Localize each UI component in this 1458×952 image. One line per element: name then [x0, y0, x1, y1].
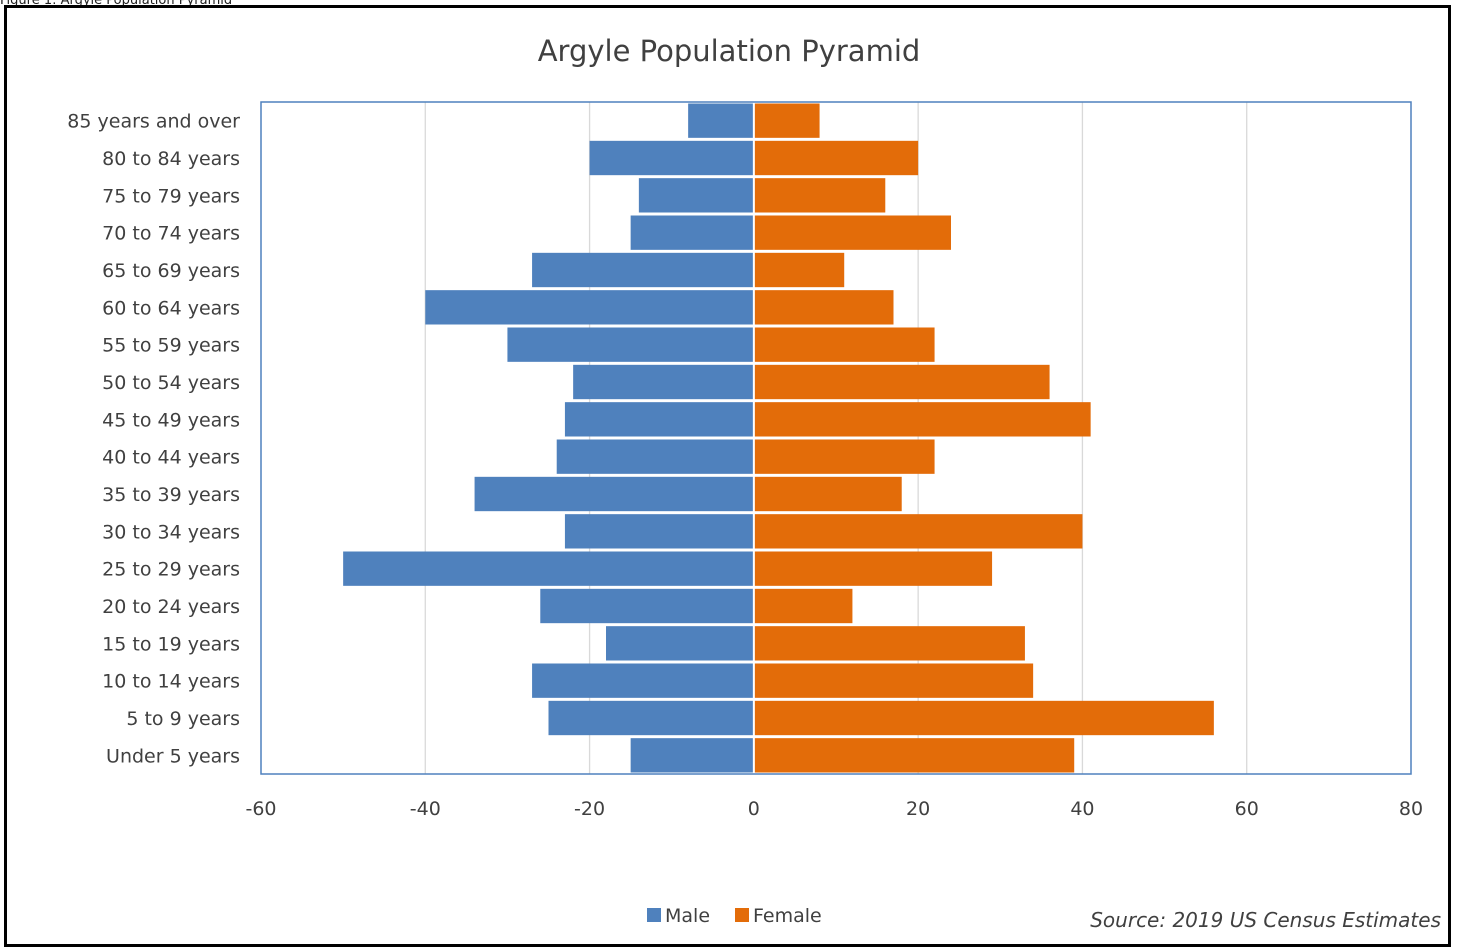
- bar-male: [589, 140, 754, 176]
- bar-female: [753, 551, 993, 586]
- x-tick-label: -60: [245, 798, 276, 820]
- category-label: 35 to 39 years: [102, 484, 240, 506]
- bar-male: [548, 700, 754, 736]
- category-labels: Under 5 years 5 to 9 years 10 to 14 years 1…: [67, 111, 240, 768]
- x-tick-label: -40: [410, 798, 441, 820]
- bar-male: [540, 588, 754, 624]
- bar-female: [753, 327, 935, 362]
- category-label: 75 to 79 years: [102, 185, 240, 207]
- category-label: 45 to 49 years: [102, 409, 240, 431]
- category-label: 55 to 59 years: [102, 335, 240, 357]
- bar-female: [753, 402, 1091, 437]
- bar-male: [425, 290, 754, 325]
- bar-female: [753, 290, 894, 325]
- x-tick-label: 20: [906, 798, 930, 820]
- category-label: Under 5 years: [106, 745, 240, 767]
- bar-male: [343, 551, 754, 586]
- legend-swatch-female: [735, 908, 749, 922]
- legend: Male Female: [647, 905, 822, 927]
- category-label: 85 years and over: [67, 111, 240, 133]
- category-label: 20 to 24 years: [102, 596, 240, 618]
- legend-label-male: Male: [665, 905, 710, 927]
- bar-female: [753, 700, 1214, 736]
- bar-female: [753, 178, 886, 213]
- bar-male: [507, 327, 754, 362]
- bar-female: [753, 626, 1025, 661]
- bar-male: [564, 402, 754, 437]
- bar-female: [753, 439, 935, 474]
- x-tick-label: 60: [1235, 798, 1259, 820]
- category-label: 50 to 54 years: [102, 372, 240, 394]
- chart-title: Argyle Population Pyramid: [538, 34, 921, 68]
- bar-male: [532, 252, 754, 288]
- bar-male: [688, 103, 754, 138]
- bar-male: [556, 439, 754, 474]
- category-label: 5 to 9 years: [126, 708, 240, 730]
- x-tick-label: 0: [748, 798, 760, 820]
- category-label: 80 to 84 years: [102, 148, 240, 170]
- category-label: 25 to 29 years: [102, 559, 240, 581]
- bar-male: [573, 364, 754, 400]
- bar-female: [753, 252, 845, 288]
- bar-female: [753, 103, 820, 138]
- bar-female: [753, 514, 1083, 549]
- legend-label-female: Female: [753, 905, 822, 927]
- bars: [343, 102, 1214, 774]
- bar-female: [753, 215, 951, 250]
- bar-female: [753, 663, 1034, 698]
- category-label: 30 to 34 years: [102, 521, 240, 543]
- bar-male: [532, 663, 754, 698]
- bar-male: [630, 215, 754, 250]
- bar-male: [638, 178, 754, 213]
- bar-female: [753, 364, 1050, 400]
- bar-female: [753, 140, 919, 176]
- source-note: Source: 2019 US Census Estimates: [1090, 908, 1441, 932]
- bar-male: [630, 738, 754, 773]
- bar-female: [753, 738, 1075, 773]
- x-tick-label: 80: [1399, 798, 1423, 820]
- plot-area-border: [260, 101, 1412, 775]
- chart-frame: [4, 5, 1451, 947]
- category-label: 70 to 74 years: [102, 223, 240, 245]
- bar-male: [564, 514, 754, 549]
- bar-male: [474, 476, 754, 512]
- legend-swatch-male: [647, 908, 661, 922]
- figure-caption: Figure 1: Argyle Population Pyramid: [0, 0, 233, 8]
- category-label: 40 to 44 years: [102, 447, 240, 469]
- bar-female: [753, 588, 853, 624]
- bar-female: [753, 476, 902, 512]
- x-axis-tick-labels: -60 -40 -20 0 20 40 60 80: [245, 798, 1423, 820]
- bar-male: [606, 626, 754, 661]
- gridlines: [424, 102, 1248, 774]
- category-label: 60 to 64 years: [102, 297, 240, 319]
- category-label: 15 to 19 years: [102, 633, 240, 655]
- category-label: 10 to 14 years: [102, 671, 240, 693]
- category-label: 65 to 69 years: [102, 260, 240, 282]
- x-tick-label: 40: [1070, 798, 1094, 820]
- x-tick-label: -20: [574, 798, 605, 820]
